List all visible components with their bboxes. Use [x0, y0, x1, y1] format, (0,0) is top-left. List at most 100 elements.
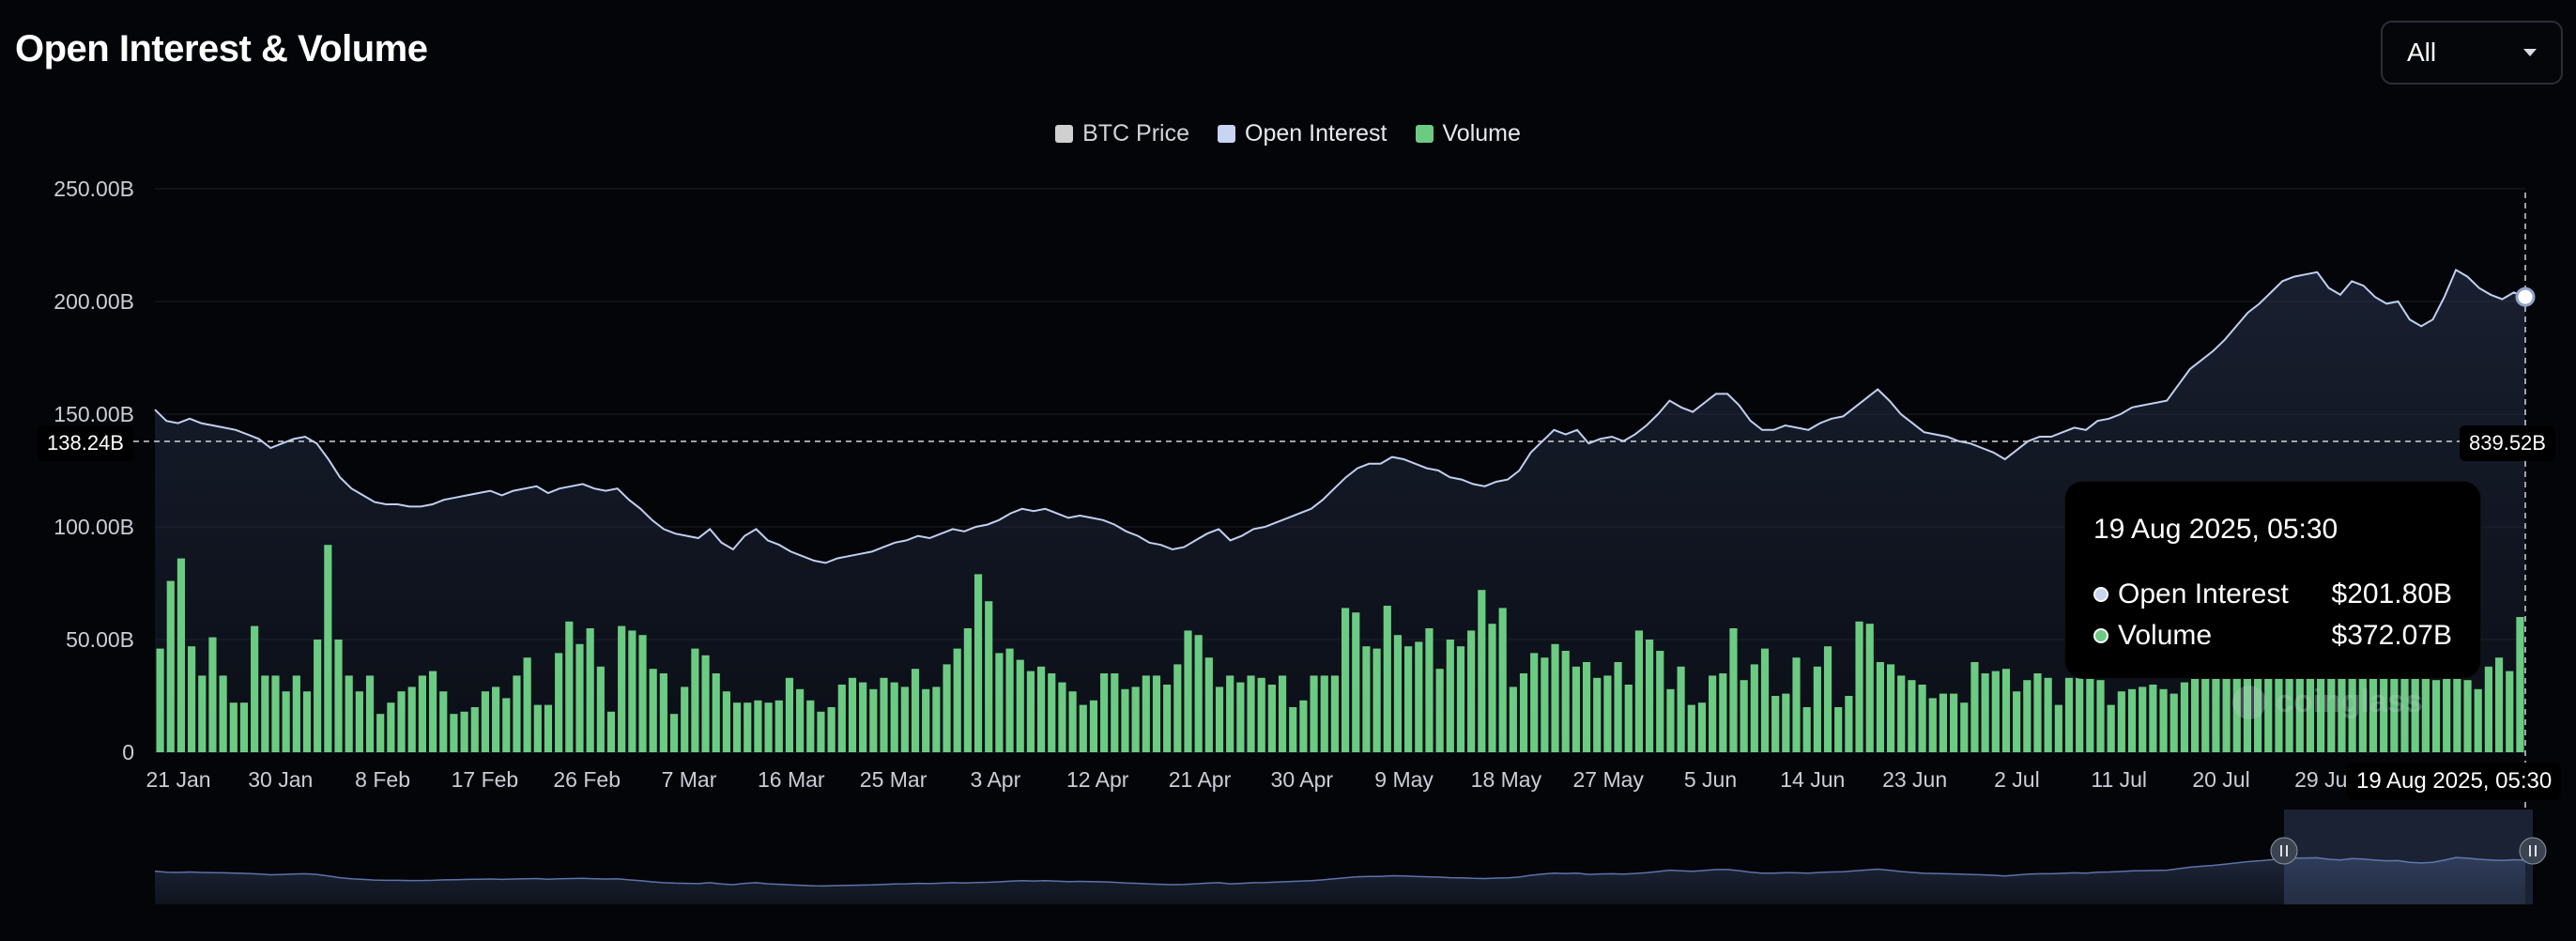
volume-bar[interactable] [974, 574, 983, 752]
volume-bar[interactable] [2285, 619, 2293, 752]
volume-bar[interactable] [1572, 666, 1580, 752]
volume-bar[interactable] [606, 711, 616, 752]
volume-bar[interactable] [1111, 673, 1119, 752]
volume-bar[interactable] [2338, 612, 2346, 752]
volume-bar[interactable] [943, 664, 951, 752]
volume-bar[interactable] [1551, 643, 1559, 752]
volume-bar[interactable] [848, 677, 857, 752]
volume-bar[interactable] [701, 655, 710, 752]
volume-bar[interactable] [1834, 707, 1843, 752]
range-select[interactable]: All [2381, 21, 2563, 85]
volume-bar[interactable] [985, 601, 993, 752]
volume-bar[interactable] [565, 621, 574, 752]
volume-bar[interactable] [365, 675, 375, 752]
volume-bar[interactable] [1289, 707, 1297, 752]
volume-bar[interactable] [1478, 590, 1486, 752]
volume-bar[interactable] [355, 691, 363, 752]
legend-item-volume[interactable]: Volume [1415, 120, 1521, 147]
volume-bar[interactable] [314, 640, 322, 752]
volume-bar[interactable] [1194, 635, 1203, 752]
volume-bar[interactable] [188, 646, 196, 752]
volume-bar[interactable] [324, 545, 332, 752]
volume-bar[interactable] [2358, 628, 2367, 752]
volume-bar[interactable] [533, 704, 542, 752]
volume-bar[interactable] [922, 688, 930, 752]
volume-bar[interactable] [2149, 685, 2157, 752]
volume-bar[interactable] [302, 691, 312, 752]
volume-bar[interactable] [764, 702, 773, 752]
volume-bar[interactable] [1530, 653, 1539, 752]
volume-bar[interactable] [1100, 673, 1109, 752]
volume-bar[interactable] [995, 653, 1004, 752]
volume-bar[interactable] [2107, 704, 2115, 752]
volume-bar[interactable] [932, 686, 941, 752]
volume-bar[interactable] [1320, 675, 1328, 752]
volume-bar[interactable] [2096, 680, 2105, 752]
volume-bar[interactable] [618, 625, 626, 752]
volume-bar[interactable] [1236, 682, 1245, 752]
volume-bar[interactable] [1247, 675, 1255, 752]
volume-bar[interactable] [439, 691, 448, 752]
volume-bar[interactable] [911, 669, 920, 752]
volume-bar[interactable] [397, 691, 406, 752]
volume-bar[interactable] [1603, 675, 1612, 752]
volume-bar[interactable] [2139, 686, 2147, 752]
volume-bar[interactable] [2001, 669, 2011, 752]
volume-bar[interactable] [1352, 612, 1360, 752]
volume-bar[interactable] [219, 675, 227, 752]
volume-bar[interactable] [1709, 675, 1717, 752]
volume-bar[interactable] [1048, 673, 1056, 752]
volume-bar[interactable] [261, 675, 269, 752]
volume-bar[interactable] [586, 628, 594, 752]
volume-bar[interactable] [1697, 702, 1707, 752]
volume-bar[interactable] [2431, 680, 2441, 752]
volume-bar[interactable] [450, 714, 458, 752]
volume-bar[interactable] [1519, 673, 1528, 752]
volume-bar[interactable] [2463, 680, 2472, 752]
volume-bar[interactable] [2254, 624, 2262, 752]
volume-bar[interactable] [2086, 673, 2094, 752]
volume-bar[interactable] [1687, 704, 1695, 752]
volume-bar[interactable] [2117, 691, 2125, 752]
volume-bar[interactable] [2421, 671, 2430, 752]
volume-bar[interactable] [502, 698, 511, 752]
navigator-selection[interactable] [2284, 810, 2533, 904]
volume-bar[interactable] [334, 640, 343, 752]
volume-bar[interactable] [1036, 666, 1046, 752]
volume-bar[interactable] [1719, 673, 1727, 752]
volume-bar[interactable] [1950, 693, 1958, 752]
volume-bar[interactable] [1750, 664, 1758, 752]
volume-bar[interactable] [2306, 614, 2315, 752]
volume-bar[interactable] [1173, 664, 1182, 752]
volume-bar[interactable] [827, 707, 836, 752]
volume-bar[interactable] [722, 691, 730, 752]
volume-bar[interactable] [1425, 628, 1434, 752]
volume-bar[interactable] [428, 671, 437, 752]
volume-bar[interactable] [890, 682, 898, 752]
volume-bar[interactable] [387, 702, 395, 752]
volume-bar[interactable] [229, 702, 238, 752]
volume-bar[interactable] [1823, 646, 1832, 752]
volume-bar[interactable] [1991, 671, 2000, 752]
volume-bar[interactable] [1026, 671, 1035, 752]
volume-bar[interactable] [2064, 677, 2074, 752]
volume-bar[interactable] [1393, 635, 1403, 752]
volume-bar[interactable] [2076, 669, 2084, 752]
volume-bar[interactable] [1876, 662, 1884, 752]
volume-bar[interactable] [837, 685, 846, 752]
volume-bar[interactable] [1939, 693, 1948, 752]
volume-bar[interactable] [2180, 682, 2188, 752]
volume-bar[interactable] [407, 686, 416, 752]
volume-bar[interactable] [1226, 675, 1234, 752]
volume-bar[interactable] [1740, 680, 1748, 752]
volume-bar[interactable] [1488, 624, 1496, 752]
volume-bar[interactable] [1467, 630, 1476, 752]
volume-bar[interactable] [1729, 628, 1738, 752]
volume-bar[interactable] [2474, 688, 2482, 752]
volume-bar[interactable] [1886, 664, 1895, 752]
volume-bar[interactable] [1855, 621, 1863, 752]
volume-bar[interactable] [1802, 707, 1811, 752]
volume-bar[interactable] [1656, 651, 1664, 752]
volume-bar[interactable] [1634, 630, 1644, 752]
volume-bar[interactable] [1278, 675, 1287, 752]
